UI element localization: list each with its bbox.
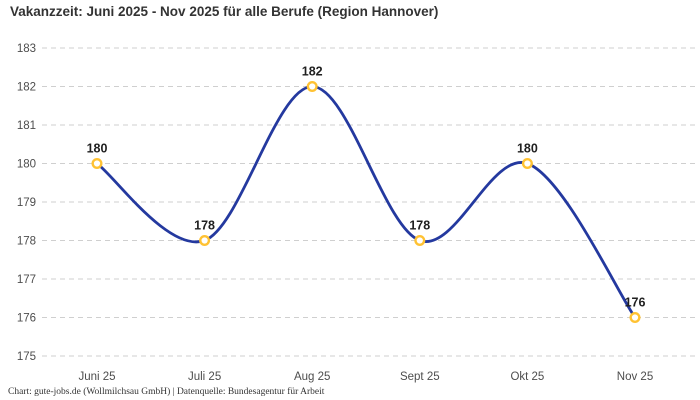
y-tick-label: 181 bbox=[17, 120, 36, 132]
y-tick-label: 177 bbox=[17, 274, 36, 286]
data-point-marker bbox=[414, 234, 426, 246]
x-tick-label: Sept 25 bbox=[400, 371, 440, 383]
data-point-marker bbox=[91, 157, 103, 169]
x-tick-label: Juli 25 bbox=[188, 371, 221, 383]
data-point-label: 178 bbox=[194, 219, 215, 233]
y-tick-label: 175 bbox=[17, 351, 36, 363]
chart-title: Vakanzzeit: Juni 2025 - Nov 2025 für all… bbox=[10, 4, 439, 19]
data-point-label: 182 bbox=[302, 65, 323, 79]
data-point-label: 180 bbox=[517, 142, 538, 156]
chart-credit: Chart: gute-jobs.de (Wollmilchsau GmbH) … bbox=[8, 387, 325, 397]
y-tick-label: 178 bbox=[17, 236, 36, 248]
x-tick-label: Aug 25 bbox=[294, 371, 330, 383]
x-tick-label: Juni 25 bbox=[78, 371, 115, 383]
data-point-label: 178 bbox=[409, 219, 430, 233]
data-point-label: 176 bbox=[625, 296, 646, 310]
y-tick-label: 179 bbox=[17, 197, 36, 209]
data-point-marker bbox=[199, 234, 211, 246]
data-point-label: 180 bbox=[87, 142, 108, 156]
y-tick-label: 183 bbox=[17, 43, 36, 55]
y-tick-label: 176 bbox=[17, 313, 36, 325]
data-point-marker bbox=[629, 312, 641, 324]
x-tick-label: Nov 25 bbox=[617, 371, 653, 383]
data-point-marker bbox=[306, 80, 318, 92]
y-tick-label: 182 bbox=[17, 82, 36, 94]
data-point-marker bbox=[521, 157, 533, 169]
x-tick-label: Okt 25 bbox=[510, 371, 544, 383]
y-tick-label: 180 bbox=[17, 159, 36, 171]
